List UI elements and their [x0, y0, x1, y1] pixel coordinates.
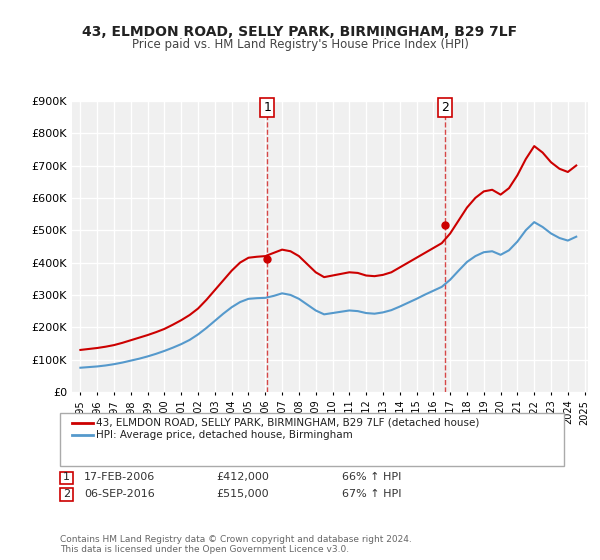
- Text: 1: 1: [63, 472, 70, 482]
- Text: 17-FEB-2006: 17-FEB-2006: [84, 472, 155, 482]
- Text: £515,000: £515,000: [216, 489, 269, 499]
- Text: 06-SEP-2016: 06-SEP-2016: [84, 489, 155, 499]
- Text: £412,000: £412,000: [216, 472, 269, 482]
- Text: Contains HM Land Registry data © Crown copyright and database right 2024.
This d: Contains HM Land Registry data © Crown c…: [60, 535, 412, 554]
- Text: 66% ↑ HPI: 66% ↑ HPI: [342, 472, 401, 482]
- Text: 43, ELMDON ROAD, SELLY PARK, BIRMINGHAM, B29 7LF: 43, ELMDON ROAD, SELLY PARK, BIRMINGHAM,…: [82, 25, 518, 39]
- Text: HPI: Average price, detached house, Birmingham: HPI: Average price, detached house, Birm…: [96, 430, 353, 440]
- Text: 67% ↑ HPI: 67% ↑ HPI: [342, 489, 401, 499]
- Text: Price paid vs. HM Land Registry's House Price Index (HPI): Price paid vs. HM Land Registry's House …: [131, 38, 469, 51]
- Text: 2: 2: [441, 101, 449, 114]
- Text: 43, ELMDON ROAD, SELLY PARK, BIRMINGHAM, B29 7LF (detached house): 43, ELMDON ROAD, SELLY PARK, BIRMINGHAM,…: [96, 418, 479, 428]
- Text: 1: 1: [263, 101, 271, 114]
- Text: 2: 2: [63, 489, 70, 499]
